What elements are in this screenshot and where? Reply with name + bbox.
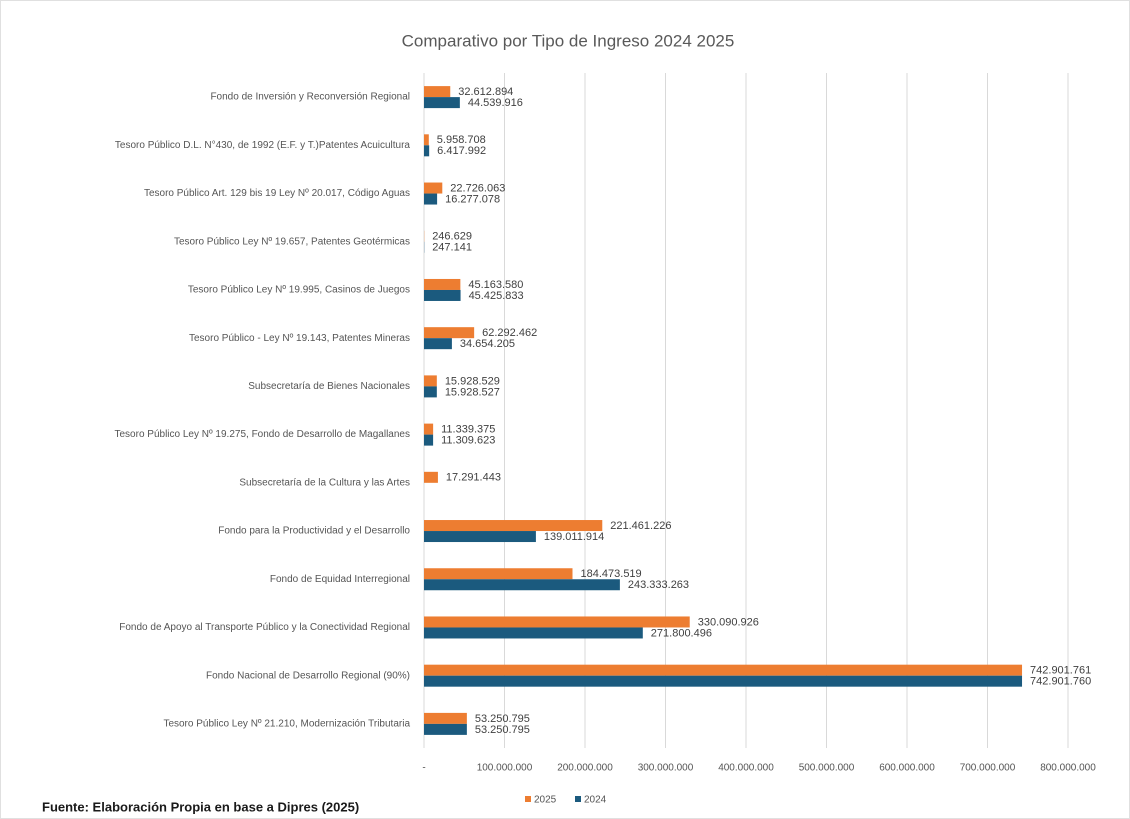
category-label: Tesoro Público Ley Nº 19.275, Fondo de D… — [115, 429, 411, 440]
source-note: Fuente: Elaboración Propia en base a Dip… — [42, 799, 359, 814]
x-tick-label: 300.000.000 — [638, 763, 694, 774]
bar — [424, 616, 690, 628]
bar — [424, 97, 460, 109]
data-label: 247.141 — [432, 242, 472, 254]
data-label: 246.629 — [432, 231, 472, 243]
data-label: 271.800.496 — [651, 627, 712, 639]
data-label: 45.163.580 — [468, 279, 523, 291]
data-label: 330.090.926 — [698, 616, 759, 628]
bar — [424, 712, 467, 724]
x-tick-label: 400.000.000 — [718, 763, 774, 774]
bar — [424, 664, 1023, 676]
data-label: 34.654.205 — [460, 338, 515, 350]
x-tick-label: 800.000.000 — [1040, 763, 1096, 774]
legend-label: 2024 — [584, 795, 607, 806]
bar — [424, 386, 437, 398]
bar — [424, 145, 430, 157]
category-label: Tesoro Público Art. 129 bis 19 Ley Nº 20… — [144, 188, 410, 199]
data-label: 6.417.992 — [437, 145, 486, 157]
data-label: 139.011.914 — [544, 531, 604, 543]
data-label: 22.726.063 — [450, 182, 505, 194]
data-label: 53.250.795 — [475, 724, 530, 736]
bar — [424, 723, 467, 735]
data-label: 11.339.375 — [441, 424, 495, 436]
x-tick-label: 600.000.000 — [879, 763, 935, 774]
category-label: Tesoro Público D.L. N°430, de 1992 (E.F.… — [115, 140, 411, 151]
bar — [424, 86, 451, 98]
data-label: 742.901.761 — [1030, 665, 1091, 677]
bar — [424, 568, 573, 580]
data-label: 5.958.708 — [437, 134, 486, 146]
data-label: 53.250.795 — [475, 713, 530, 725]
category-label: Fondo para la Productividad y el Desarro… — [218, 526, 410, 537]
legend-swatch — [575, 796, 581, 802]
x-tick-label: 100.000.000 — [477, 763, 533, 774]
data-label: 11.309.623 — [441, 435, 495, 447]
data-label: 32.612.894 — [458, 86, 513, 98]
data-label: 17.291.443 — [446, 472, 501, 484]
bar — [424, 375, 437, 387]
data-label: 62.292.462 — [482, 327, 537, 339]
bar — [424, 520, 603, 532]
data-label: 184.473.519 — [581, 568, 642, 580]
legend-label: 2025 — [534, 795, 557, 806]
bar — [424, 289, 461, 301]
data-label: 742.901.760 — [1030, 676, 1091, 688]
bar — [424, 627, 643, 639]
data-label: 45.425.833 — [469, 290, 524, 302]
data-label: 243.333.263 — [628, 579, 689, 591]
bar — [424, 182, 443, 194]
data-label: 15.928.529 — [445, 375, 500, 387]
category-label: Tesoro Público Ley Nº 19.995, Casinos de… — [188, 285, 410, 296]
x-tick-label: 200.000.000 — [557, 763, 613, 774]
bar — [424, 434, 434, 446]
x-tick-label: - — [422, 763, 425, 774]
category-label: Fondo de Apoyo al Transporte Público y l… — [119, 622, 410, 633]
legend-swatch — [525, 796, 531, 802]
bar — [424, 278, 461, 290]
bar — [424, 423, 434, 435]
bar — [424, 193, 438, 205]
data-label: 44.539.916 — [468, 97, 523, 109]
category-label: Fondo de Inversión y Reconversión Region… — [210, 92, 410, 103]
bar — [424, 531, 536, 543]
chart-title: Comparativo por Tipo de Ingreso 2024 202… — [402, 31, 735, 50]
bar — [424, 675, 1023, 687]
category-label: Tesoro Público - Ley Nº 19.143, Patentes… — [189, 333, 410, 344]
x-tick-label: 500.000.000 — [799, 763, 855, 774]
category-label: Tesoro Público Ley Nº 21.210, Modernizac… — [163, 719, 410, 730]
data-label: 16.277.078 — [445, 193, 500, 205]
bar — [424, 134, 429, 146]
bar — [424, 579, 620, 591]
x-tick-label: 700.000.000 — [960, 763, 1016, 774]
category-label: Subsecretaría de la Cultura y las Artes — [239, 477, 410, 488]
bar — [424, 471, 438, 483]
category-label: Fondo de Equidad Interregional — [270, 574, 410, 585]
data-label: 221.461.226 — [610, 520, 671, 532]
category-label: Fondo Nacional de Desarrollo Regional (9… — [206, 670, 410, 681]
bar — [424, 327, 475, 339]
data-label: 15.928.527 — [445, 386, 500, 398]
category-label: Subsecretaría de Bienes Nacionales — [248, 381, 410, 392]
bar — [424, 338, 452, 350]
category-label: Tesoro Público Ley Nº 19.657, Patentes G… — [174, 236, 410, 247]
